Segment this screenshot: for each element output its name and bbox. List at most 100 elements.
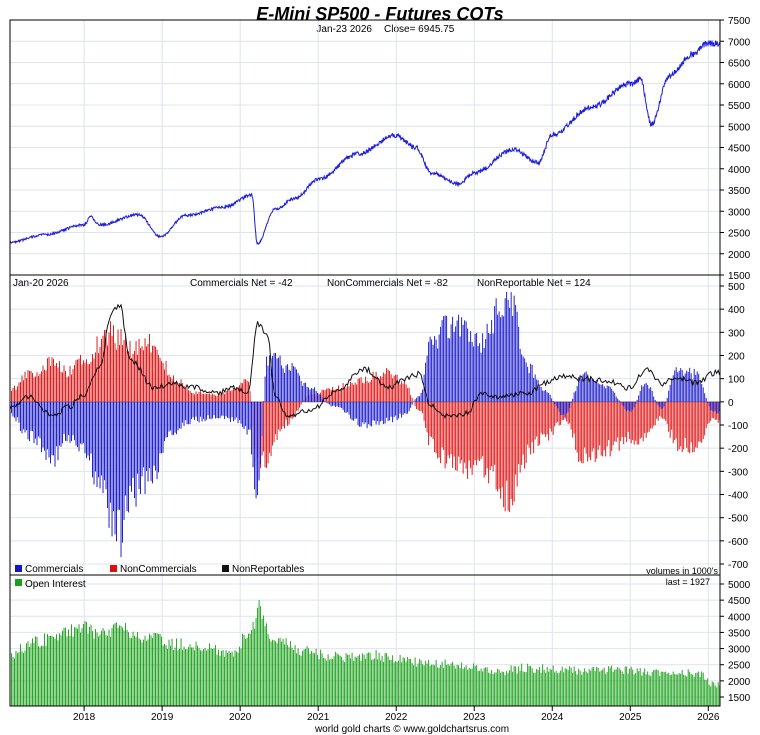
noncommercials-bar	[93, 358, 95, 402]
commercials-bar	[672, 375, 674, 402]
open-interest-bar	[213, 648, 215, 706]
noncommercials-bar	[366, 380, 368, 402]
noncommercials-bar	[53, 359, 54, 402]
noncommercials-bar	[638, 401, 640, 445]
commercials-bar	[251, 401, 253, 455]
open-interest-bar	[107, 635, 108, 706]
commercials-bar	[287, 364, 289, 402]
open-interest-bar	[95, 629, 96, 706]
commercials-bar	[270, 358, 272, 402]
commercials-bar	[611, 388, 613, 402]
commercials-bar	[189, 401, 191, 425]
open-interest-bar	[264, 626, 266, 706]
open-interest-bar	[459, 668, 461, 706]
commercials-bar	[377, 401, 379, 422]
commercials-bar	[638, 395, 640, 402]
open-interest-bar	[74, 627, 75, 706]
open-interest-bar	[573, 666, 575, 706]
open-interest-bar	[206, 650, 208, 706]
noncommercials-bar	[161, 361, 163, 402]
noncommercials-bar	[375, 371, 377, 402]
commercials-net-stat: Commercials Net = -42	[190, 278, 293, 289]
commercials-bar	[128, 401, 129, 513]
noncommercials-bar	[422, 401, 424, 414]
oi-tick-label: 2500	[728, 661, 751, 672]
open-interest-bar	[89, 626, 90, 706]
noncommercials-bar	[206, 393, 208, 402]
open-interest-bar	[333, 656, 335, 706]
open-interest-bar	[117, 627, 119, 706]
noncommercials-bar	[492, 401, 494, 472]
noncommercials-bar	[621, 401, 623, 438]
noncommercials-bar	[215, 395, 217, 402]
noncommercials-bar	[567, 401, 569, 424]
commercials-bar	[326, 401, 328, 403]
open-interest-bar	[600, 670, 602, 706]
noncommercials-bar	[537, 401, 539, 447]
open-interest-bar	[657, 670, 659, 706]
open-interest-bar	[608, 666, 610, 706]
commercials-bar	[417, 396, 419, 402]
noncommercials-bar	[108, 332, 110, 402]
noncommercials-bar	[239, 385, 241, 402]
open-interest-bar	[630, 666, 632, 706]
noncommercials-bar	[699, 401, 701, 442]
open-interest-bar	[594, 670, 596, 706]
noncommercials-bar	[420, 401, 422, 412]
open-interest-bar	[587, 673, 589, 706]
noncommercials-bar	[531, 401, 533, 443]
noncommercials-bar	[101, 338, 102, 402]
noncommercials-bar	[243, 379, 245, 402]
noncommercials-bar	[336, 388, 338, 402]
noncommercials-bar	[191, 392, 193, 402]
noncommercials-bar	[327, 388, 329, 402]
commercials-bar	[237, 401, 239, 424]
open-interest-bar	[398, 660, 400, 706]
noncommercials-bar	[446, 401, 448, 464]
noncommercials-bar	[609, 401, 611, 457]
noncommercials-bar	[171, 379, 173, 402]
noncommercials-bar	[602, 401, 604, 457]
price-date-label: Jan-23 2026	[316, 24, 372, 35]
open-interest-bar	[624, 666, 626, 706]
commercials-bar	[159, 401, 161, 454]
commercials-bar	[698, 373, 700, 402]
open-interest-bar	[527, 663, 529, 706]
open-interest-bar	[690, 673, 692, 706]
open-interest-bar	[138, 638, 140, 706]
open-interest-bar	[341, 656, 343, 706]
open-interest-bar	[291, 647, 293, 706]
noncommercials-bar	[408, 387, 410, 402]
noncommercials-bar	[441, 401, 443, 448]
commercials-bar	[158, 401, 160, 473]
commercials-bar	[245, 401, 247, 426]
open-interest-bar	[53, 637, 54, 706]
open-interest-bar	[441, 661, 443, 706]
noncommercials-bar	[102, 335, 104, 402]
commercials-bar	[119, 401, 120, 510]
commercials-bar	[483, 347, 485, 402]
commercials-bar	[135, 401, 137, 507]
commercials-bar	[651, 390, 653, 402]
commercials-bar	[26, 401, 27, 431]
commercials-bar	[446, 315, 448, 402]
noncommercials-bar	[650, 401, 652, 429]
commercials-bar	[230, 401, 232, 422]
commercials-bar	[293, 366, 295, 402]
noncommercials-bar	[59, 361, 60, 402]
noncommercials-bar	[344, 388, 346, 402]
open-interest-bar	[483, 668, 485, 706]
open-interest-bar	[140, 639, 142, 706]
open-interest-bar	[233, 656, 235, 706]
open-interest-bar	[77, 628, 78, 706]
noncommercials-bar	[131, 357, 132, 402]
commercials-bar	[75, 401, 77, 446]
commercials-bar	[317, 393, 319, 402]
noncommercials-bar	[651, 401, 653, 429]
open-interest-bar	[500, 672, 502, 706]
commercials-bar	[492, 333, 494, 402]
commercials-bar	[51, 401, 53, 456]
open-interest-bar	[654, 669, 656, 706]
open-interest-bar	[417, 663, 419, 706]
noncommercials-bar	[68, 376, 69, 402]
